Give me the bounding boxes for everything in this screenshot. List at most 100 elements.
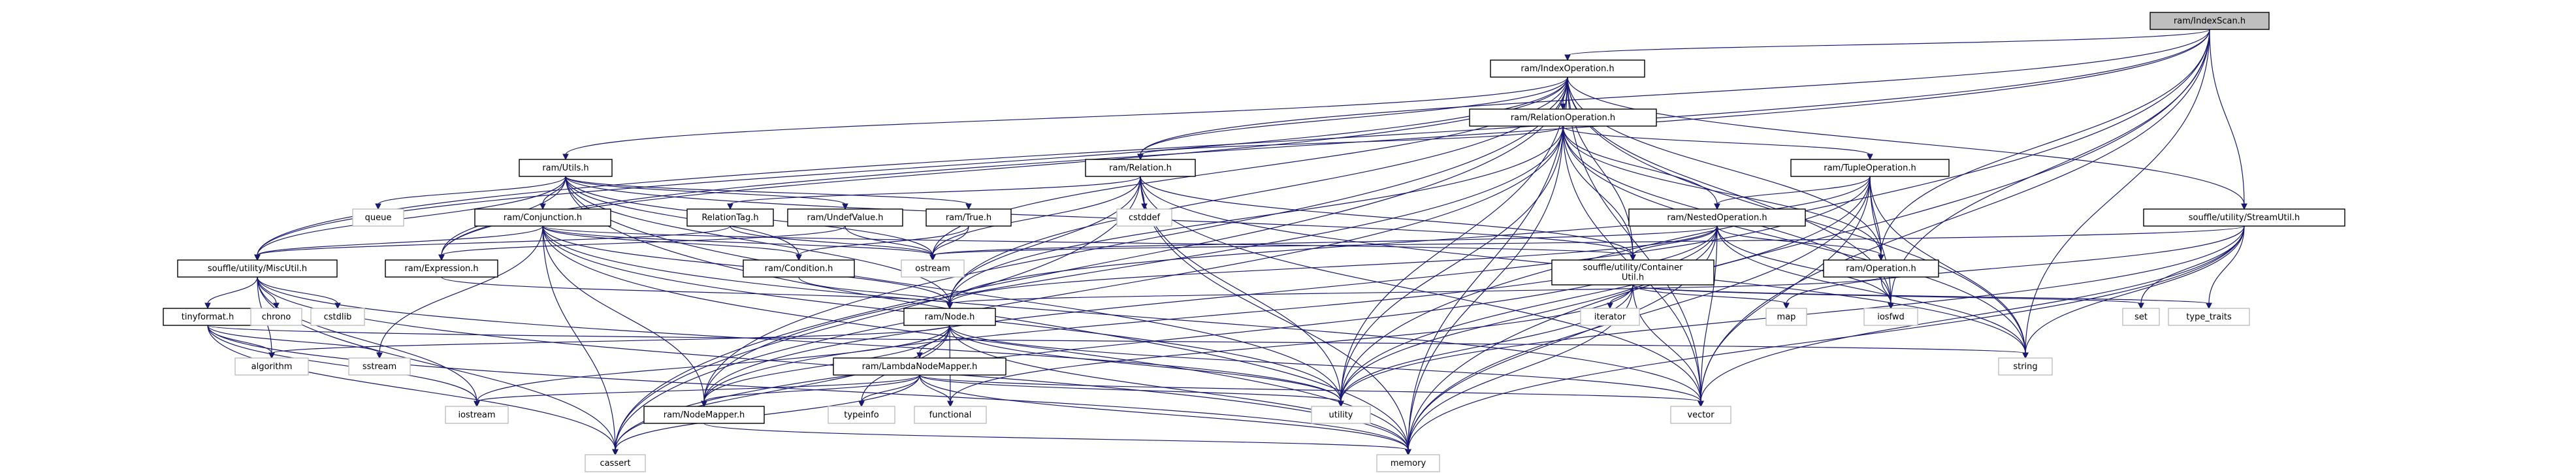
node-box [310,308,365,326]
node-typeinfo[interactable]: typeinfo [828,406,895,424]
node-label: ram/IndexOperation.h [1521,64,1614,74]
edge-operation-to-iosfwd [1880,276,1894,310]
node-ram-nodemapper[interactable]: ram/NodeMapper.h [643,406,765,424]
node-label: sstream [362,362,396,372]
edge-nestedoperation-to-containerutil [1630,225,1718,261]
edge-streamutil-to-string [2022,225,2245,359]
node-box [585,454,646,472]
node-label: typeinfo [844,410,878,420]
node-box [1469,108,1657,127]
edge-tinyformat-to-string [207,325,2029,359]
node-ram-conjunction[interactable]: ram/Conjunction.h [474,208,611,227]
edge-lambdanodemapper-to-vector [919,374,1704,408]
node-chrono[interactable]: chrono [250,308,302,326]
edge-indexoperation-to-streamutil [1567,76,2247,210]
edge-containerutil-to-type-traits [1632,284,2212,310]
node-label: souffle/utility/MiscUtil.h [208,264,307,274]
node-label: ram/Condition.h [765,264,833,274]
node-souffle-utility-streamutil[interactable]: souffle/utility/StreamUtil.h [2143,208,2345,227]
node-box [2168,308,2250,326]
node-box [519,159,613,177]
node-label: ram/Operation.h [1846,264,1916,274]
edge-true-to-condition [796,225,969,261]
node-label: string [2013,362,2037,372]
node-label: cstdlib [324,312,352,322]
node-box [385,259,498,278]
edge-undefvalue-to-expression [438,225,846,261]
node-sstream[interactable]: sstream [348,357,411,376]
node-label: ram/LambdaNodeMapper.h [862,362,978,372]
edge-lambdanodemapper-to-cassert [612,374,920,456]
node-utility[interactable]: utility [1311,406,1371,424]
edge-indexscan-to-indexoperation [1564,29,2210,61]
node-label: Util.h [1622,273,1644,283]
node-box [901,259,965,278]
node-ram-indexoperation[interactable]: ram/IndexOperation.h [1490,59,1645,78]
node-box [1628,208,1806,227]
node-label: queue [365,213,392,223]
node-ram-indexscan[interactable]: ram/IndexScan.h [2149,12,2270,30]
edge-tinyformat-to-sstream [207,325,383,359]
node-label: ram/Conjunction.h [504,213,582,223]
node-memory[interactable]: memory [1376,454,1440,472]
node-cstddef[interactable]: cstddef [1116,208,1172,227]
node-box [1765,308,1807,326]
node-label: iosfwd [1877,312,1905,322]
node-box [787,208,903,227]
node-label: souffle/utility/Container [1583,263,1683,273]
edge-undefvalue-to-ostream [845,225,936,261]
node-algorithm[interactable]: algorithm [234,357,309,376]
node-cstdlib[interactable]: cstdlib [310,308,365,326]
node-ram-relation[interactable]: ram/Relation.h [1085,159,1196,177]
edge-node-to-algorithm [268,325,950,359]
edge-conjunction-to-sstream [376,225,543,359]
node-ostream[interactable]: ostream [901,259,965,278]
node-functional[interactable]: functional [914,406,987,424]
node-ram-true[interactable]: ram/True.h [926,208,1012,227]
node-iterator[interactable]: iterator [1580,308,1640,326]
node-ram-operation[interactable]: ram/Operation.h [1823,259,1939,278]
node-type-traits[interactable]: type_traits [2168,308,2250,326]
edge-miscutil-to-tinyformat [204,276,258,310]
node-cassert[interactable]: cassert [585,454,646,472]
node-label: souffle/utility/StreamUtil.h [2189,213,2300,223]
edge-nodemapper-to-memory [703,423,1411,456]
node-map[interactable]: map [1765,308,1807,326]
node-set[interactable]: set [2122,308,2160,326]
node-relationtag[interactable]: RelationTag.h [686,208,774,227]
node-ram-expression[interactable]: ram/Expression.h [385,259,498,278]
edge-conjunction-to-cassert [542,225,619,456]
node-iostream[interactable]: iostream [445,406,509,424]
node-label: ram/TupleOperation.h [1824,163,1916,173]
node-string[interactable]: string [1998,357,2053,376]
node-ram-node[interactable]: ram/Node.h [903,308,996,326]
node-queue[interactable]: queue [352,208,404,227]
node-iosfwd[interactable]: iosfwd [1863,308,1918,326]
edge-utils-to-node [565,176,953,310]
node-label: ram/NodeMapper.h [664,410,745,420]
node-ram-utils[interactable]: ram/Utils.h [519,159,613,177]
node-ram-tupleoperation[interactable]: ram/TupleOperation.h [1790,159,1950,177]
node-box [686,208,774,227]
node-box [2149,12,2270,30]
node-vector[interactable]: vector [1670,406,1731,424]
node-box [914,406,987,424]
edge-lambdanodemapper-to-functional [919,374,954,408]
node-ram-relationoperation[interactable]: ram/RelationOperation.h [1469,108,1657,127]
node-label: ostream [915,264,950,274]
node-ram-condition[interactable]: ram/Condition.h [743,259,855,278]
edge-operation-to-node [946,276,1882,310]
node-souffle-utility-miscutil[interactable]: souffle/utility/MiscUtil.h [177,259,338,278]
node-ram-lambdanodemapper[interactable]: ram/LambdaNodeMapper.h [833,357,1006,376]
node-label: ram/NestedOperation.h [1667,213,1767,223]
edge-nestedoperation-to-ostream [929,225,1718,261]
node-label: chrono [262,312,291,322]
node-label: utility [1329,410,1353,420]
node-ram-undefvalue[interactable]: ram/UndefValue.h [787,208,903,227]
node-tinyformat[interactable]: tinyformat.h [163,308,253,326]
node-ram-nestedoperation[interactable]: ram/NestedOperation.h [1628,208,1806,227]
node-box [1116,208,1172,227]
node-box [643,406,765,424]
